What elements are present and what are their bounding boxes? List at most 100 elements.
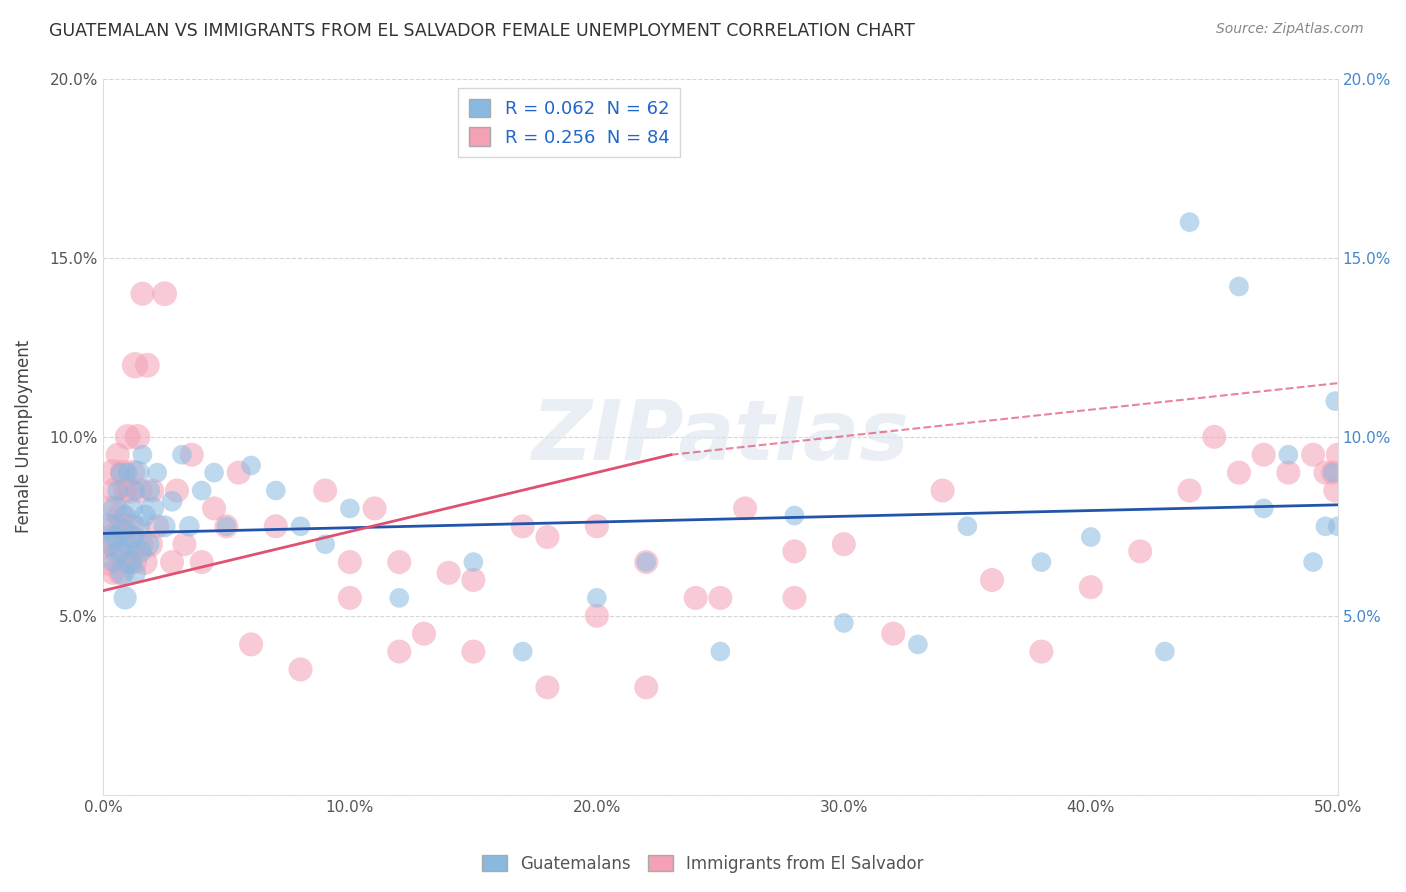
Point <box>124 358 146 372</box>
Point <box>131 286 153 301</box>
Point <box>111 566 134 580</box>
Point <box>98 501 121 516</box>
Point <box>264 483 287 498</box>
Point <box>437 566 460 580</box>
Point <box>111 466 134 480</box>
Point <box>363 501 385 516</box>
Point <box>536 681 558 695</box>
Point <box>121 501 143 516</box>
Point <box>94 537 117 551</box>
Point <box>1324 483 1347 498</box>
Point <box>160 494 183 508</box>
Point <box>981 573 1004 587</box>
Point <box>129 544 152 558</box>
Point <box>104 530 127 544</box>
Point <box>1315 466 1337 480</box>
Point <box>783 544 806 558</box>
Point <box>202 501 225 516</box>
Point <box>170 448 193 462</box>
Point <box>104 501 127 516</box>
Point <box>117 555 139 569</box>
Point <box>141 483 163 498</box>
Point <box>956 519 979 533</box>
Point <box>636 555 658 569</box>
Point <box>129 483 152 498</box>
Point <box>120 483 142 498</box>
Point <box>173 537 195 551</box>
Point <box>108 466 131 480</box>
Point <box>190 483 212 498</box>
Point <box>536 530 558 544</box>
Point <box>832 615 855 630</box>
Point <box>134 508 156 523</box>
Point <box>1326 448 1348 462</box>
Point <box>1227 466 1250 480</box>
Point <box>97 519 120 533</box>
Point <box>228 466 250 480</box>
Point <box>1031 555 1053 569</box>
Point <box>783 508 806 523</box>
Point <box>636 681 658 695</box>
Point <box>131 448 153 462</box>
Point <box>97 555 120 569</box>
Point <box>636 555 658 569</box>
Point <box>1302 555 1324 569</box>
Point <box>709 591 731 605</box>
Point <box>129 537 152 551</box>
Point <box>107 483 129 498</box>
Point <box>146 466 169 480</box>
Point <box>107 448 129 462</box>
Point <box>882 626 904 640</box>
Point <box>136 537 159 551</box>
Point <box>832 537 855 551</box>
Point <box>101 466 124 480</box>
Point <box>101 566 124 580</box>
Point <box>108 544 131 558</box>
Point <box>1253 448 1275 462</box>
Point <box>1031 644 1053 658</box>
Point <box>264 519 287 533</box>
Point <box>463 644 485 658</box>
Point <box>1204 430 1226 444</box>
Point <box>290 663 312 677</box>
Point <box>1178 483 1201 498</box>
Point <box>339 555 361 569</box>
Point <box>124 566 146 580</box>
Point <box>111 519 134 533</box>
Point <box>1315 519 1337 533</box>
Point <box>202 466 225 480</box>
Point <box>141 501 163 516</box>
Point <box>586 591 609 605</box>
Point <box>1080 580 1102 594</box>
Point <box>129 519 152 533</box>
Point <box>512 644 534 658</box>
Point <box>734 501 756 516</box>
Point <box>931 483 953 498</box>
Point <box>117 466 139 480</box>
Point <box>907 637 929 651</box>
Point <box>120 555 142 569</box>
Point <box>104 483 127 498</box>
Point <box>1324 394 1347 409</box>
Point <box>108 508 131 523</box>
Point <box>512 519 534 533</box>
Point <box>120 530 142 544</box>
Point <box>101 555 124 569</box>
Point <box>153 519 176 533</box>
Point <box>463 573 485 587</box>
Point <box>124 555 146 569</box>
Point <box>114 544 136 558</box>
Point <box>1178 215 1201 229</box>
Point <box>166 483 188 498</box>
Point <box>1277 466 1299 480</box>
Point <box>1154 644 1177 658</box>
Point <box>240 637 263 651</box>
Point <box>146 519 169 533</box>
Point <box>1129 544 1152 558</box>
Point <box>134 555 156 569</box>
Point <box>388 644 411 658</box>
Point <box>388 591 411 605</box>
Point <box>783 591 806 605</box>
Point <box>190 555 212 569</box>
Point <box>1277 448 1299 462</box>
